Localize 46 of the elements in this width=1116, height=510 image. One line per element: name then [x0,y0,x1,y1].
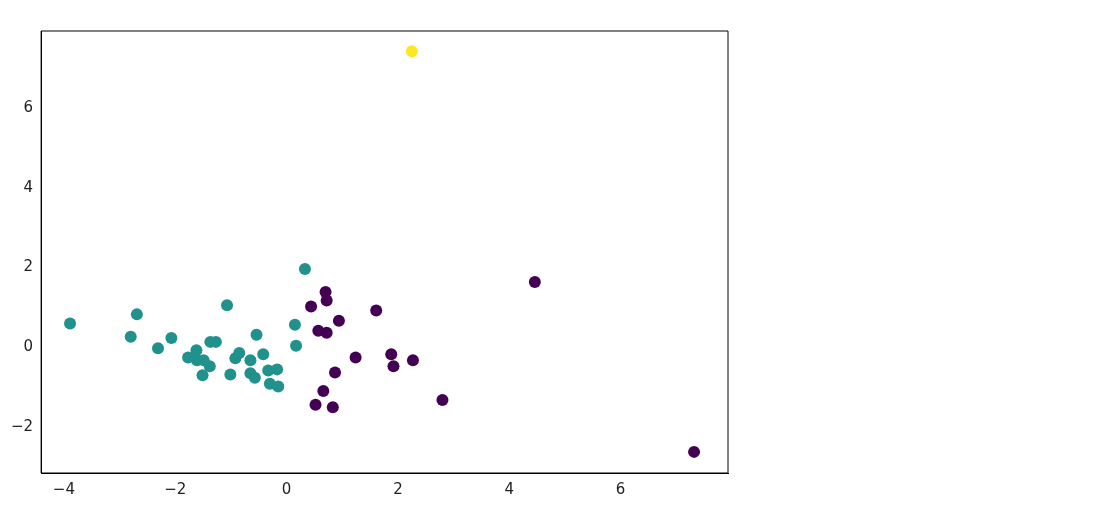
point [298,262,311,275]
point [250,328,263,341]
point [124,330,137,343]
point [130,308,143,321]
x-tick-label: 0 [281,479,292,498]
point [387,360,400,373]
point [332,314,345,327]
point [165,331,178,344]
point [405,45,418,58]
x-tick-label: −4 [52,479,75,498]
point [528,276,541,289]
point [436,394,449,407]
point [152,342,165,355]
point [244,354,257,367]
y-tick-label: 4 [23,177,34,196]
point [271,363,284,376]
point [320,294,333,307]
point [329,366,342,379]
point [317,384,330,397]
point [326,401,339,414]
point [305,300,318,313]
point [196,369,209,382]
y-tick-label: 2 [23,257,34,276]
point [224,368,237,381]
x-tick-label: 2 [393,479,403,498]
point [257,348,270,361]
y-tick-label: −2 [10,416,34,435]
x-tick-label: 6 [615,479,626,498]
point [349,351,362,364]
point [370,304,383,317]
point [309,398,322,411]
point [385,348,398,361]
point [688,445,701,458]
point [288,318,301,331]
point [290,339,303,352]
point [406,354,419,367]
y-tick-label: 0 [23,336,34,355]
point [248,371,261,384]
x-tick-label: −2 [164,479,187,498]
point [320,326,333,339]
point [221,299,234,312]
point [272,380,285,393]
point [64,317,77,330]
y-tick-label: 6 [23,97,34,116]
x-tick-label: 4 [504,479,515,498]
point [233,347,246,360]
